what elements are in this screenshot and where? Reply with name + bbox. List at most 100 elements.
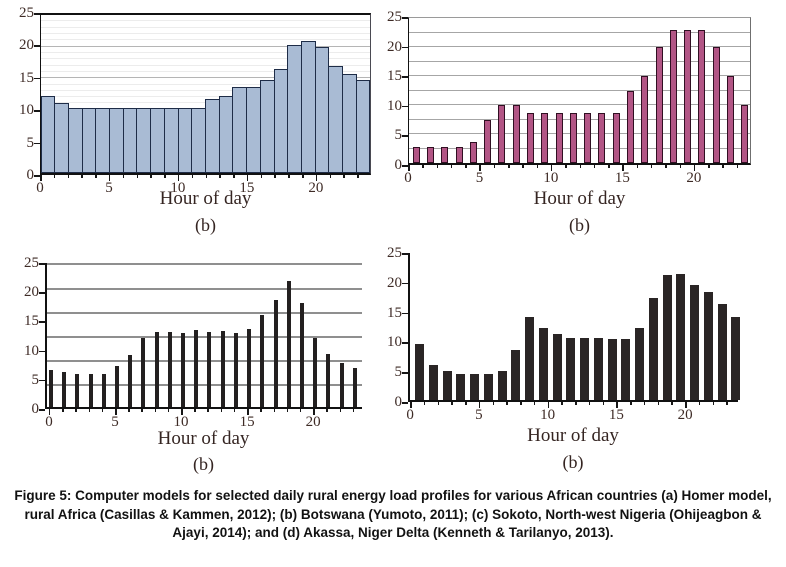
y-tick-label-5: 5 [26,134,35,151]
y-tick-mark [39,409,45,411]
bar-hour-14 [608,339,617,400]
gridline-y22.5 [409,31,750,33]
x-minor-tick-mark [708,165,710,168]
x-minor-tick-mark [101,409,104,412]
bar-hour-19 [676,273,685,400]
bar-hour-21 [328,65,344,173]
x-minor-tick-mark [422,165,424,168]
x-minor-tick-mark [520,402,522,405]
y-tick-mark [34,45,40,47]
bar-hour-22 [727,76,734,163]
x-tick-label-0: 0 [36,180,44,196]
bar-hour-17 [656,47,663,163]
bar-hour-14 [234,333,238,407]
bar-hour-1 [62,371,66,407]
gridline-y7.8 [47,360,362,363]
bar-hour-5 [109,107,124,173]
y-tick-mark [402,105,408,108]
x-minor-tick-mark [643,402,646,405]
gridline-y20.4 [47,287,362,290]
bar-hour-15 [247,328,251,407]
chart-a-x-axis-title: Hour of day [159,188,252,209]
bar-hour-11 [566,338,575,400]
bar-hour-9 [168,332,172,407]
bar-hour-18 [663,275,672,400]
bar-hour-9 [541,113,548,163]
gridline-y21 [41,39,370,41]
chart-a-panel-label: (b) [195,215,216,235]
x-tick-mark [48,409,51,415]
y-tick-mark [39,379,45,382]
bar-hour-9 [163,107,179,173]
bar-hour-3 [89,374,93,407]
x-minor-tick-mark [136,175,139,178]
bar-hour-7 [141,337,145,407]
x-minor-tick-mark [493,165,496,168]
x-minor-tick-mark [67,175,70,178]
chart-b-panel-label: (b) [569,215,590,235]
chart-b-plot [408,17,751,165]
gridline-y17.5 [409,60,750,62]
y-tick-mark [402,165,408,167]
x-tick-mark [181,409,183,415]
bar-hour-22 [342,74,357,173]
x-minor-tick-mark [62,409,64,412]
x-minor-tick-mark [465,165,467,168]
y-tick-label-20: 20 [19,37,34,54]
bar-hour-8 [155,332,159,407]
x-minor-tick-mark [588,402,591,405]
x-minor-tick-mark [141,409,143,412]
bar-hour-22 [340,363,344,407]
bar-hour-7 [513,105,520,163]
bar-hour-7 [136,107,152,173]
x-minor-tick-mark [536,165,539,168]
bar-hour-17 [274,300,278,407]
bar-hour-4 [102,374,106,407]
x-minor-tick-mark [88,409,91,412]
y-tick-mark [39,321,45,323]
y-tick-label-0: 0 [31,401,40,417]
x-minor-tick-mark [679,165,682,168]
x-minor-tick-mark [167,409,170,412]
y-tick-label-10: 10 [387,334,402,351]
gridline-y20 [409,46,750,47]
bar-hour-2 [67,107,83,173]
x-tick-label-0: 0 [45,414,53,430]
x-minor-tick-mark [260,175,263,178]
x-minor-tick-mark [436,165,439,168]
chart-c-panel-label: (b) [193,454,214,474]
x-minor-tick-mark [352,409,355,412]
x-tick-label-10: 10 [170,180,186,196]
gridline-y20 [41,45,370,47]
gridline-y5 [409,133,750,134]
gridline-y3.7 [47,383,362,386]
x-tick-label-10: 10 [540,407,556,423]
bar-hour-21 [704,292,713,400]
bar-hour-5 [484,374,493,400]
x-tick-label-20: 20 [686,170,702,186]
bar-hour-21 [713,47,720,163]
bar-hour-18 [287,281,291,407]
bar-hour-10 [553,334,562,400]
x-tick-label-15: 15 [239,180,255,196]
bar-hour-8 [527,113,534,163]
y-tick-label-15: 15 [24,313,39,330]
y-tick-mark [402,76,408,78]
y-tick-label-25: 25 [24,255,39,271]
bar-hour-6 [122,107,138,173]
x-minor-tick-mark [205,175,207,178]
y-tick-label-0: 0 [394,394,403,410]
y-tick-mark [402,135,408,137]
x-minor-tick-mark [357,175,359,178]
x-tick-mark [315,175,318,181]
x-tick-mark [313,409,315,415]
bar-hour-3 [81,107,97,173]
x-minor-tick-mark [122,175,125,178]
chart-d-x-axis-title: Hour of day [527,425,619,446]
x-tick-mark [550,165,553,171]
y-tick-label-25: 25 [387,9,402,25]
x-minor-tick-mark [150,175,152,178]
x-minor-tick-mark [326,409,328,412]
x-tick-mark [408,165,410,171]
